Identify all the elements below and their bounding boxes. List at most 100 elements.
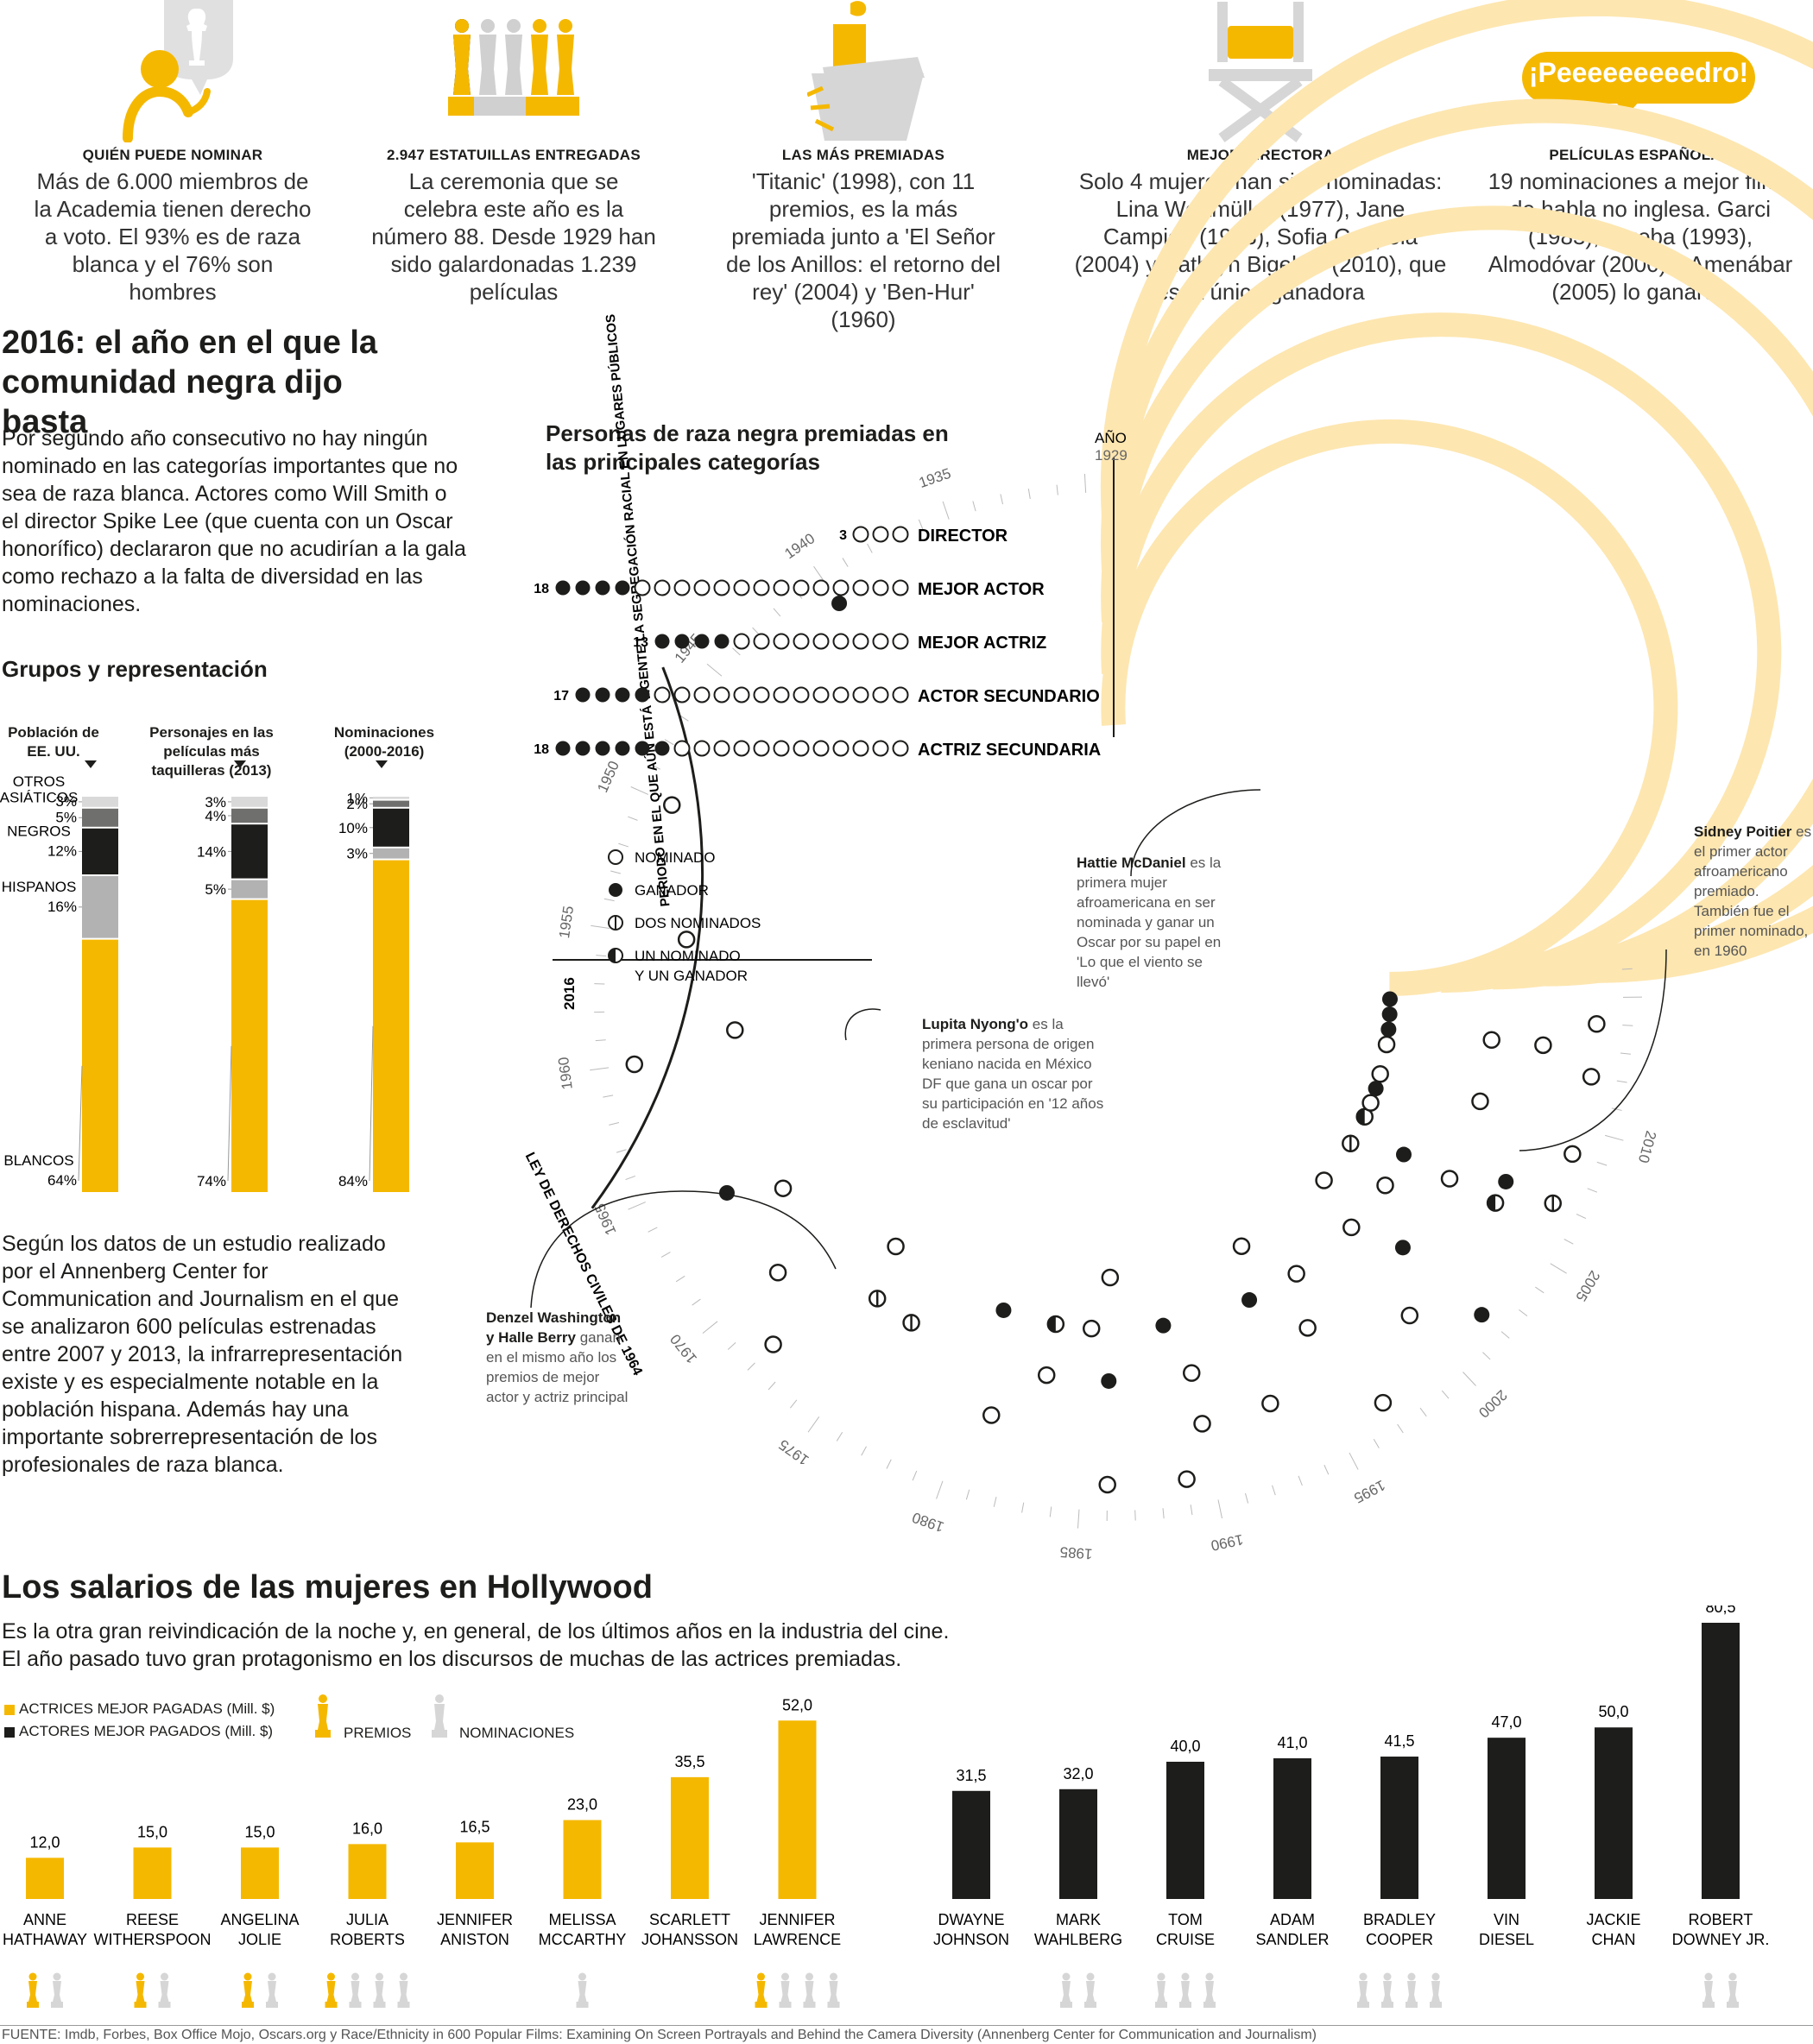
- nominee-marker: [663, 796, 681, 814]
- nomination-statuette-icon: [432, 1694, 447, 1738]
- nomination-statuette-icon: [779, 1972, 792, 2008]
- year-tick: [595, 1039, 606, 1042]
- nominee-marker: [1193, 1415, 1211, 1433]
- speech-bubble-text: ¡Peeeeeeeeedro!: [1528, 57, 1749, 88]
- year-tick: [603, 1095, 614, 1098]
- statuette-head: [1728, 1972, 1737, 1981]
- group-chart-title-nominations: Nominaciones (2000-2016): [333, 724, 435, 760]
- section-intro: Por segundo año consecutivo no hay ningú…: [2, 426, 466, 616]
- category-nominee-dot: [892, 740, 909, 757]
- legend-actors: ACTORES MEJOR PAGADOS (Mill. $): [19, 1723, 274, 1739]
- statuette-body: [1205, 1981, 1214, 2002]
- statuette-head: [1157, 1972, 1166, 1981]
- winner-marker: [1155, 1317, 1172, 1334]
- group-segment-pct: 12%: [47, 842, 77, 859]
- category-winner-dot: [595, 687, 610, 703]
- nominee-marker: [768, 1263, 787, 1282]
- statuette-body: [375, 1981, 384, 2002]
- nominee-marker: [726, 1021, 744, 1039]
- nominee-marker: [1534, 1036, 1552, 1055]
- nominee-marker: [1342, 1218, 1361, 1237]
- legend-nominations: NOMINACIONES: [459, 1725, 575, 1741]
- category-winner-dot: [654, 741, 670, 756]
- radial-title: Personas de raza negra premiadas en las …: [546, 420, 949, 475]
- group-bar-segment: [231, 899, 268, 1192]
- winner-marker: [1381, 991, 1398, 1007]
- year-axis-label: AÑO: [1095, 430, 1127, 446]
- person-name: JOHANSSON: [641, 1931, 738, 1948]
- salary-bar: [1166, 1761, 1204, 1899]
- category-nominee-dot: [832, 579, 850, 596]
- year-tick: [1272, 1485, 1276, 1496]
- year-label: 1955: [556, 905, 577, 939]
- statuette-head: [351, 1972, 359, 1981]
- nominee-marker: [1440, 1170, 1459, 1188]
- salary-bar: [778, 1720, 817, 1899]
- year-tick: [867, 543, 873, 553]
- category-winner-dot: [654, 634, 670, 649]
- year-tick: [1611, 1107, 1622, 1111]
- group-bar-segment: [82, 876, 118, 938]
- statuette-base: [1203, 2002, 1216, 2008]
- winner-marker: [995, 1302, 1012, 1318]
- person-name: WAHLBERG: [1034, 1931, 1122, 1948]
- year-tick: [1419, 1407, 1427, 1417]
- nominee-marker: [1098, 1475, 1116, 1494]
- person-name: MARK: [1056, 1911, 1101, 1928]
- salary-bar: [952, 1790, 990, 1899]
- category-nominee-dot: [793, 740, 810, 757]
- group-segment-pct: 10%: [338, 820, 368, 836]
- statuette-body: [1086, 1981, 1095, 2002]
- nominee-marker: [1400, 1306, 1419, 1325]
- person-name: TOM: [1168, 1911, 1203, 1928]
- year-tick: [675, 1275, 685, 1283]
- category-nominee-dot: [773, 633, 790, 650]
- year-tick: [768, 1381, 776, 1391]
- statuette-body: [1728, 1981, 1737, 2002]
- statuette-body: [160, 1981, 169, 2002]
- category-winner-dot: [595, 580, 610, 596]
- year-tick: [886, 1459, 892, 1469]
- annotation-name: Hattie McDaniel: [1077, 855, 1186, 871]
- groups-title: Grupos y representación: [2, 656, 268, 682]
- winner-marker: [831, 596, 848, 612]
- statuette-base: [576, 2002, 589, 2008]
- year-tick: [1576, 1214, 1587, 1220]
- group-bar-segment: [373, 797, 409, 799]
- group-segment-pct: 3%: [205, 794, 226, 811]
- category-winner-dot: [674, 634, 690, 649]
- category-nominee-dot: [872, 633, 889, 650]
- nominee-marker: [1082, 1319, 1101, 1338]
- category-nominee-dot: [852, 633, 869, 650]
- category-nominee-dot: [753, 686, 770, 703]
- salary-bar: [348, 1844, 387, 1899]
- nomination-statuette-icon: [349, 1972, 362, 2008]
- category-nominee-dot: [654, 579, 671, 596]
- salary-value-label: 35,5: [674, 1753, 704, 1770]
- statuette-head: [136, 1972, 144, 1981]
- nominee-marker: [1377, 1035, 1396, 1054]
- statuette-body: [1383, 1981, 1392, 2002]
- year-tick: [1621, 968, 1633, 970]
- top-box-spanish-films: PELÍCULAS ESPAÑOLAS 19 nominaciones a me…: [1476, 147, 1804, 306]
- statuette-head: [376, 1972, 383, 1981]
- mixed-marker-fill: [1356, 1108, 1365, 1125]
- nominee-marker: [1471, 1092, 1489, 1111]
- annotation-name: Sidney Poitier: [1694, 823, 1792, 840]
- year-tick: [591, 924, 610, 929]
- source-text: FUENTE: Imdb, Forbes, Box Office Mojo, O…: [2, 2028, 1317, 2042]
- year-label: 1980: [910, 1509, 946, 1536]
- annotation-name: Lupita Nyong'o: [922, 1016, 1029, 1032]
- award-statuette-icon: [755, 1972, 768, 2008]
- nominee-marker: [1482, 1031, 1500, 1049]
- group-bar-segment: [373, 808, 409, 847]
- year-tick: [727, 1342, 736, 1350]
- person-name: ANNE: [23, 1911, 66, 1928]
- statuette-base: [1060, 2002, 1072, 2008]
- year-tick: [1441, 1390, 1450, 1399]
- group-segment-label: NEGROS: [7, 823, 71, 839]
- group-chart-arrow: [376, 760, 388, 768]
- statuette-body: [399, 1981, 408, 2002]
- winner-marker: [1394, 1240, 1411, 1256]
- category-nominee-dot: [872, 579, 889, 596]
